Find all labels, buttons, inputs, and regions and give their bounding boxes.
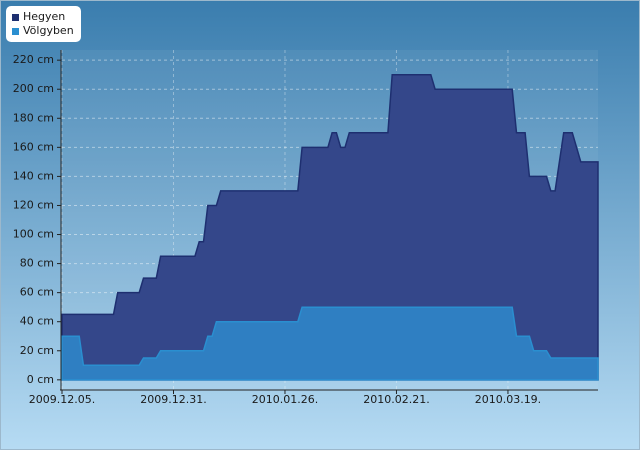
x-tick-label: 2010.03.19. bbox=[475, 393, 541, 406]
area bbox=[61, 73, 599, 381]
y-tick-label: 40 cm bbox=[20, 315, 54, 328]
y-tick-label: 60 cm bbox=[20, 286, 54, 299]
legend-label: Völgyben bbox=[23, 24, 74, 37]
y-tick-label: 20 cm bbox=[20, 344, 54, 357]
y-tick-label: 120 cm bbox=[13, 198, 54, 211]
legend: Hegyen Völgyben bbox=[6, 6, 81, 42]
y-tick-label: 200 cm bbox=[13, 82, 54, 95]
x-tick-label: 2010.01.26. bbox=[252, 393, 318, 406]
x-tick-label: 2009.12.05. bbox=[29, 393, 95, 406]
y-tick-label: 220 cm bbox=[13, 53, 54, 66]
y-tick-label: 100 cm bbox=[13, 228, 54, 241]
area bbox=[61, 306, 599, 381]
legend-box bbox=[6, 6, 81, 42]
legend-label: Hegyen bbox=[23, 10, 65, 23]
x-tick-label: 2009.12.31. bbox=[140, 393, 206, 406]
x-tick-label: 2010.02.21. bbox=[363, 393, 429, 406]
y-tick-label: 180 cm bbox=[13, 111, 54, 124]
legend-swatch bbox=[12, 28, 19, 35]
y-tick-label: 160 cm bbox=[13, 140, 54, 153]
y-tick-label: 0 cm bbox=[27, 373, 54, 386]
legend-swatch bbox=[12, 14, 19, 21]
y-tick-label: 80 cm bbox=[20, 257, 54, 270]
y-tick-label: 140 cm bbox=[13, 169, 54, 182]
